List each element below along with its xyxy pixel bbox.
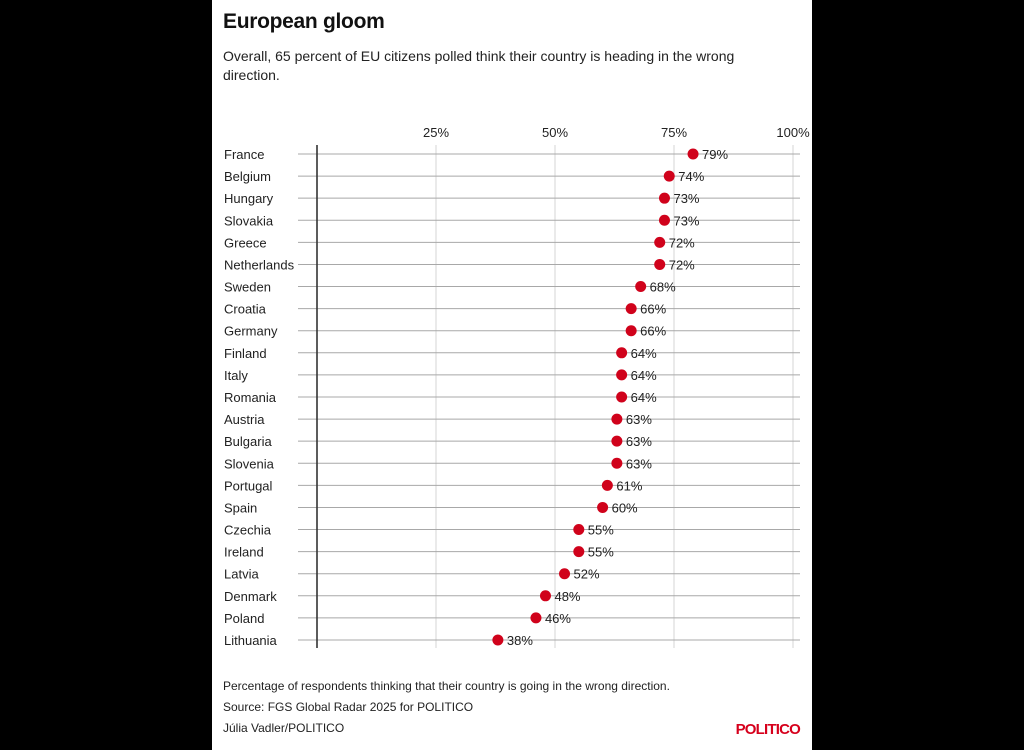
data-point — [573, 524, 585, 536]
category-label: Ireland — [224, 545, 264, 560]
data-label: 72% — [669, 235, 695, 250]
category-label: Bulgaria — [224, 434, 272, 449]
data-label: 52% — [574, 567, 600, 582]
data-label: 64% — [631, 346, 657, 361]
data-point — [625, 325, 637, 337]
category-label: France — [224, 147, 264, 162]
data-point — [658, 214, 670, 226]
data-point — [492, 634, 504, 646]
data-label: 55% — [588, 523, 614, 538]
data-point — [573, 546, 585, 558]
data-label: 74% — [678, 169, 704, 184]
data-label: 64% — [631, 390, 657, 405]
data-point — [611, 457, 623, 469]
data-label: 73% — [673, 191, 699, 206]
data-point — [658, 192, 670, 204]
data-label: 63% — [626, 412, 652, 427]
data-label: 68% — [650, 280, 676, 295]
category-label: Greece — [224, 235, 267, 250]
data-label: 63% — [626, 434, 652, 449]
x-tick-label: 50% — [542, 125, 568, 140]
data-point — [530, 612, 542, 624]
x-tick-label: 75% — [661, 125, 687, 140]
data-point — [559, 568, 571, 580]
data-label: 48% — [554, 589, 580, 604]
data-label: 66% — [640, 302, 666, 317]
category-label: Czechia — [224, 523, 272, 538]
category-label: Austria — [224, 412, 265, 427]
data-point — [654, 258, 666, 270]
data-point — [635, 281, 647, 293]
data-point — [611, 435, 623, 447]
data-label: 61% — [616, 478, 642, 493]
source: Source: FGS Global Radar 2025 for POLITI… — [223, 700, 474, 714]
data-label: 55% — [588, 545, 614, 560]
data-point — [616, 347, 628, 359]
footnote: Percentage of respondents thinking that … — [223, 679, 670, 693]
data-point — [687, 148, 699, 160]
category-label: Italy — [224, 368, 248, 383]
politico-logo: POLITICO — [735, 721, 801, 738]
data-point — [625, 303, 637, 315]
data-point — [601, 479, 613, 491]
category-label: Spain — [224, 500, 257, 515]
dot-plot: 25% 50% 75% 100% France Belgium Hungary Slovaki… — [224, 125, 810, 648]
data-point — [616, 391, 628, 403]
data-label: 72% — [669, 257, 695, 272]
category-label: Poland — [224, 611, 264, 626]
category-label: Sweden — [224, 280, 271, 295]
category-label: Croatia — [224, 302, 267, 317]
category-label: Slovenia — [224, 456, 275, 471]
category-label: Lithuania — [224, 633, 278, 648]
credit: Júlia Vadler/POLITICO — [223, 721, 345, 735]
category-label: Belgium — [224, 169, 271, 184]
category-label: Denmark — [224, 589, 277, 604]
chart-panel: European gloom Overall, 65 percent of EU… — [212, 0, 812, 750]
category-label: Romania — [224, 390, 277, 405]
data-label: 64% — [631, 368, 657, 383]
data-label: 66% — [640, 324, 666, 339]
chart-subtitle: Overall, 65 percent of EU citizens polle… — [223, 48, 735, 83]
data-point — [611, 413, 623, 425]
data-point — [654, 236, 666, 248]
data-label: 46% — [545, 611, 571, 626]
data-label: 79% — [702, 147, 728, 162]
data-point — [597, 501, 609, 513]
data-label: 60% — [612, 500, 638, 515]
data-label: 63% — [626, 456, 652, 471]
x-tick-label: 25% — [423, 125, 449, 140]
data-point — [663, 170, 675, 182]
data-point — [539, 590, 551, 602]
category-label: Finland — [224, 346, 267, 361]
x-tick-label: 100% — [776, 125, 810, 140]
category-label: Germany — [224, 324, 278, 339]
category-label: Hungary — [224, 191, 274, 206]
data-label: 73% — [673, 213, 699, 228]
chart-title: European gloom — [223, 10, 385, 33]
category-label: Portugal — [224, 478, 273, 493]
category-label: Slovakia — [224, 213, 274, 228]
category-label: Latvia — [224, 567, 259, 582]
data-point — [616, 369, 628, 381]
data-label: 38% — [507, 633, 533, 648]
category-label: Netherlands — [224, 257, 295, 272]
